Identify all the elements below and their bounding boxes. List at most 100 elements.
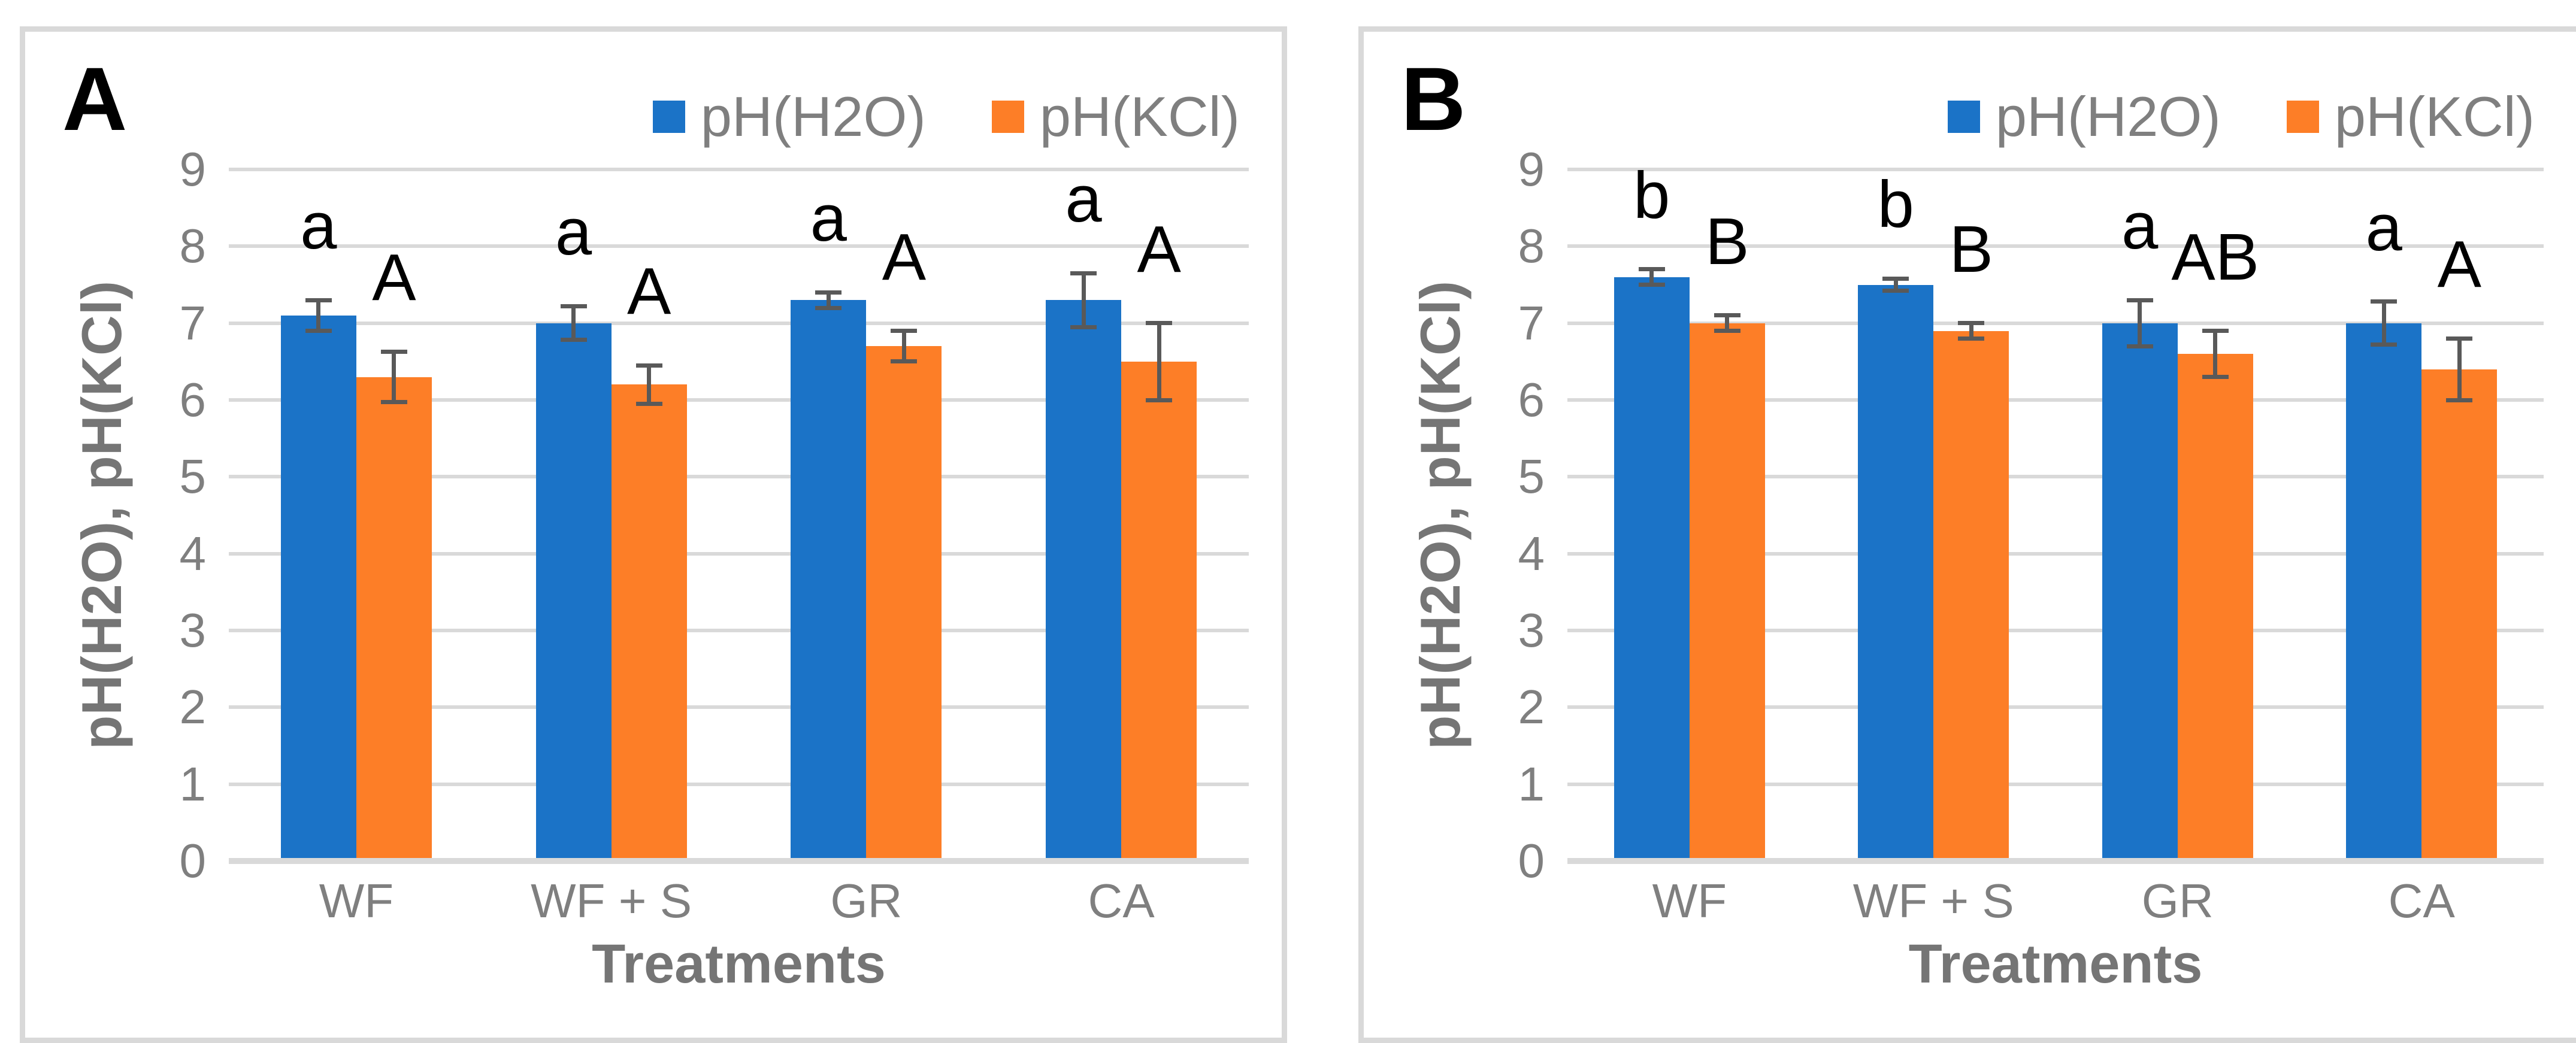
bar-ph-kcl bbox=[2177, 354, 2253, 861]
y-tick-label: 1 bbox=[1518, 757, 1545, 811]
y-tick-label: 3 bbox=[179, 604, 207, 657]
x-axis-title: Treatments bbox=[1908, 933, 2203, 995]
sig-letter: A bbox=[626, 254, 671, 329]
bar-ph-h2o bbox=[280, 315, 356, 861]
error-bar-line bbox=[2213, 331, 2218, 377]
error-bar-cap bbox=[1070, 325, 1097, 329]
error-bar-line bbox=[1969, 323, 1973, 339]
sig-letter: a bbox=[300, 189, 337, 263]
error-bar-cap bbox=[2202, 375, 2229, 379]
error-bar-cap bbox=[635, 363, 662, 368]
y-tick-label: 4 bbox=[1518, 526, 1545, 580]
error-bar-cap bbox=[1714, 313, 1740, 318]
error-bar-line bbox=[392, 351, 396, 402]
error-bar-cap bbox=[1070, 271, 1097, 275]
x-axis-title: Treatments bbox=[592, 933, 886, 995]
gridline bbox=[1567, 168, 2544, 171]
error-bar-cap bbox=[305, 298, 332, 302]
y-tick-label: 5 bbox=[179, 450, 207, 504]
bar-ph-kcl bbox=[356, 377, 432, 861]
error-bar-cap bbox=[380, 400, 407, 405]
error-bar-cap bbox=[560, 338, 587, 342]
x-category-label: CA bbox=[1088, 874, 1155, 927]
x-category-label: WF + S bbox=[1852, 874, 2014, 927]
sig-letter: a bbox=[1065, 162, 1102, 237]
gridline bbox=[1567, 475, 2544, 479]
error-bar-line bbox=[1081, 273, 1086, 328]
x-category-label: WF + S bbox=[531, 874, 692, 927]
bar-ph-h2o bbox=[2102, 323, 2178, 861]
error-bar-line bbox=[571, 306, 576, 340]
error-bar-cap bbox=[2126, 344, 2153, 348]
error-bar-line bbox=[901, 331, 906, 362]
legend-label-ph-kcl: pH(KCl) bbox=[2334, 85, 2535, 148]
error-bar-cap bbox=[815, 290, 842, 295]
legend-swatch-ph-h2o bbox=[1947, 101, 1980, 133]
error-bar-cap bbox=[305, 329, 332, 333]
error-bar-line bbox=[1157, 323, 1161, 400]
error-bar-cap bbox=[560, 304, 587, 308]
y-tick-label: 9 bbox=[179, 142, 207, 196]
legend: pH(H2O) pH(KCl) bbox=[1947, 84, 2535, 149]
legend: pH(H2O) pH(KCl) bbox=[652, 84, 1240, 149]
legend-label-ph-h2o: pH(H2O) bbox=[1995, 85, 2221, 148]
gridline bbox=[1567, 551, 2544, 556]
panel-a-label: A bbox=[62, 48, 128, 149]
error-bar-line bbox=[1725, 315, 1730, 331]
x-category-label: CA bbox=[2388, 874, 2455, 927]
sig-letter: b bbox=[1877, 168, 1914, 242]
error-bar-cap bbox=[2446, 398, 2473, 402]
y-tick-label: 1 bbox=[179, 757, 207, 811]
y-tick-label: 6 bbox=[1518, 373, 1545, 426]
gridline bbox=[229, 244, 1249, 248]
error-bar-cap bbox=[1958, 336, 1985, 341]
bar-ph-h2o bbox=[2346, 323, 2422, 861]
bar-ph-kcl bbox=[1933, 331, 2009, 861]
error-bar-cap bbox=[1638, 283, 1665, 287]
gridline bbox=[229, 705, 1249, 710]
legend-item-ph-kcl: pH(KCl) bbox=[2286, 84, 2535, 149]
gridline bbox=[229, 168, 1249, 171]
sig-letter: B bbox=[1949, 212, 1993, 286]
error-bar-cap bbox=[2371, 299, 2398, 304]
error-bar-cap bbox=[891, 329, 918, 333]
y-tick-label: 0 bbox=[1518, 834, 1545, 887]
y-tick-label: 8 bbox=[1518, 219, 1545, 273]
bar-ph-h2o bbox=[1858, 284, 1934, 861]
error-bar-cap bbox=[1882, 289, 1909, 293]
sig-letter: a bbox=[555, 195, 592, 269]
error-bar-line bbox=[316, 300, 321, 331]
error-bar-line bbox=[2457, 338, 2462, 400]
x-category-label: WF bbox=[319, 874, 394, 927]
error-bar-cap bbox=[1714, 329, 1740, 333]
error-bar-cap bbox=[635, 401, 662, 406]
y-tick-label: 8 bbox=[179, 219, 207, 273]
y-tick-label: 7 bbox=[179, 296, 207, 350]
error-bar-cap bbox=[1638, 267, 1665, 272]
gridline bbox=[229, 629, 1249, 632]
gridline bbox=[229, 475, 1249, 479]
legend-label-ph-kcl: pH(KCl) bbox=[1039, 85, 1240, 148]
plot-area: 0 1 2 3 4 5 6 7 8 9 a a a a A A A A WF WF + S GR CA bbox=[25, 32, 1282, 1038]
sig-letter: b bbox=[1633, 158, 1670, 232]
legend-swatch-ph-kcl bbox=[991, 101, 1024, 133]
gridline bbox=[1567, 629, 2544, 632]
sig-letter: A bbox=[882, 220, 927, 294]
legend-swatch-ph-kcl bbox=[2286, 101, 2319, 133]
gridline bbox=[1567, 321, 2544, 325]
error-bar-cap bbox=[2126, 298, 2153, 302]
error-bar-line bbox=[2381, 301, 2386, 345]
gridline bbox=[1567, 398, 2544, 402]
bar-ph-h2o bbox=[1046, 300, 1122, 861]
error-bar-line bbox=[647, 365, 652, 404]
error-bar-line bbox=[2138, 300, 2142, 347]
error-bar-line bbox=[826, 292, 831, 308]
gridline bbox=[1567, 782, 2544, 786]
legend-item-ph-kcl: pH(KCl) bbox=[991, 84, 1240, 149]
error-bar-line bbox=[1649, 269, 1654, 285]
y-tick-label: 7 bbox=[1518, 296, 1545, 350]
legend-swatch-ph-h2o bbox=[652, 101, 685, 133]
panel-b-label: B bbox=[1401, 48, 1466, 149]
bar-ph-h2o bbox=[791, 300, 867, 861]
